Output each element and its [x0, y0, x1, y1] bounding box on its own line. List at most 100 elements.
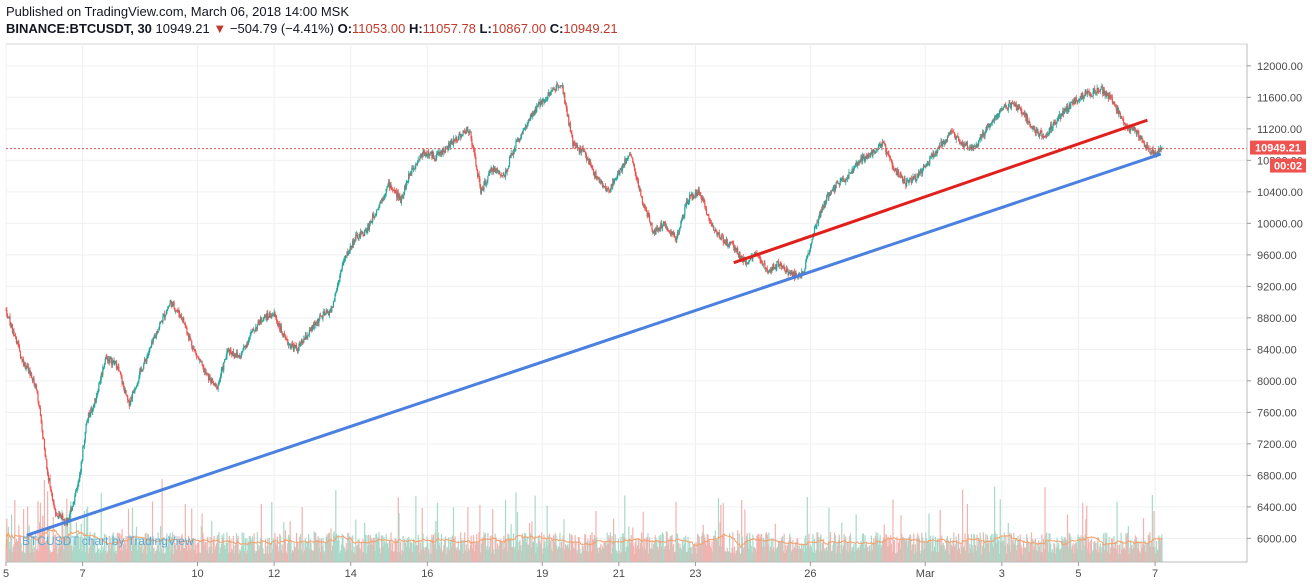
volume-bar	[924, 548, 926, 562]
candle-body	[257, 320, 259, 325]
candle-body	[369, 221, 371, 224]
candle-body	[417, 159, 419, 163]
volume-bar	[39, 522, 41, 562]
volume-bar	[1114, 541, 1117, 562]
volume-bar	[163, 553, 166, 562]
volume-bar	[917, 535, 920, 562]
candle-body	[318, 318, 320, 324]
volume-bar	[480, 552, 482, 562]
candle-body	[188, 335, 190, 338]
candle-body	[352, 240, 355, 245]
candle-body	[763, 263, 765, 265]
candle-body	[546, 98, 548, 100]
candle-body	[376, 209, 378, 215]
volume-bar	[126, 549, 128, 562]
volume-bar	[314, 532, 316, 562]
candle-body	[311, 326, 313, 330]
candle-body	[695, 192, 697, 197]
volume-bar	[466, 551, 468, 562]
candle-body	[573, 142, 575, 144]
volume-bar	[626, 540, 628, 562]
candle-body	[604, 186, 607, 190]
volume-bar	[119, 533, 121, 562]
volume-bar	[1082, 536, 1085, 562]
volume-bar	[110, 537, 112, 562]
volume-bar	[1132, 544, 1134, 562]
volume-bar	[573, 548, 575, 562]
volume-bar	[267, 553, 270, 562]
candle-body	[812, 236, 814, 240]
volume-bar	[946, 536, 949, 562]
volume-bar	[527, 544, 529, 562]
volume-bar	[391, 550, 393, 562]
candle-body	[274, 312, 276, 316]
volume-bar	[284, 530, 286, 562]
candle-body	[534, 108, 536, 114]
volume-bar	[778, 541, 780, 562]
volume-bar	[444, 539, 446, 562]
candle-body	[19, 347, 21, 351]
volume-bar	[11, 514, 13, 562]
volume-bar	[79, 549, 81, 562]
candle-body	[935, 152, 937, 155]
red-support-trendline[interactable]	[733, 118, 1148, 265]
x-tick-label: 10	[191, 568, 203, 580]
volume-bar	[741, 500, 743, 562]
candle-body	[1110, 96, 1112, 98]
volume-bar	[1152, 546, 1154, 562]
volume-bar	[629, 538, 631, 562]
volume-bar	[532, 541, 535, 562]
candle-body	[859, 159, 861, 163]
volume-bar	[47, 491, 49, 562]
candle-body	[872, 149, 874, 156]
volume-bar	[236, 538, 238, 562]
candle-body	[741, 256, 743, 260]
candle-body	[258, 320, 260, 324]
volume-bar	[511, 547, 513, 562]
close-label: C:	[549, 21, 564, 36]
candle-body	[119, 370, 121, 372]
candle-body	[729, 241, 731, 247]
candle-body	[1011, 102, 1013, 104]
volume-bar	[823, 549, 825, 562]
candle-body	[714, 229, 716, 231]
volume-bar	[873, 538, 875, 562]
price-change: −504.79 (−4.41%)	[229, 21, 334, 36]
trendlines[interactable]	[26, 118, 1162, 537]
volume-bar	[801, 549, 804, 562]
volume-bar	[1062, 539, 1064, 562]
volume-bar	[821, 542, 824, 562]
volume-bar	[665, 546, 667, 562]
candle-body	[436, 153, 439, 155]
candle-body	[63, 519, 65, 521]
candle-body	[584, 151, 586, 152]
volume-bar	[693, 545, 695, 562]
volume-bar	[396, 551, 399, 562]
candle-body	[172, 302, 174, 304]
volume-bar	[225, 542, 227, 562]
volume-bar	[1033, 539, 1035, 562]
candle-body	[669, 231, 672, 234]
candle-body	[720, 237, 722, 240]
volume-bar	[512, 546, 514, 562]
volume-bar	[760, 537, 762, 562]
candle-body	[79, 474, 81, 482]
candle-body	[818, 214, 820, 219]
candle-body	[925, 165, 928, 167]
price-axis[interactable]: 6000.006400.006800.007200.007600.008000.…	[1247, 61, 1303, 546]
time-axis[interactable]: 5 7 10 12 14 16 19 21 23 26 Mar 3 5 7	[3, 562, 1158, 580]
volume-bar	[1159, 541, 1161, 562]
candle-body	[1078, 100, 1080, 101]
volume-bar	[1058, 550, 1061, 562]
volume-bar	[616, 552, 619, 562]
candle-body	[1058, 115, 1060, 119]
candle-body	[663, 222, 665, 225]
blue-support-trendline[interactable]	[26, 152, 1162, 537]
candle-body	[758, 255, 760, 257]
volume-bar	[179, 545, 181, 562]
candle-body	[958, 140, 961, 143]
candle-body	[285, 338, 287, 340]
candle-body	[409, 172, 411, 176]
volume-bar	[1113, 536, 1115, 562]
